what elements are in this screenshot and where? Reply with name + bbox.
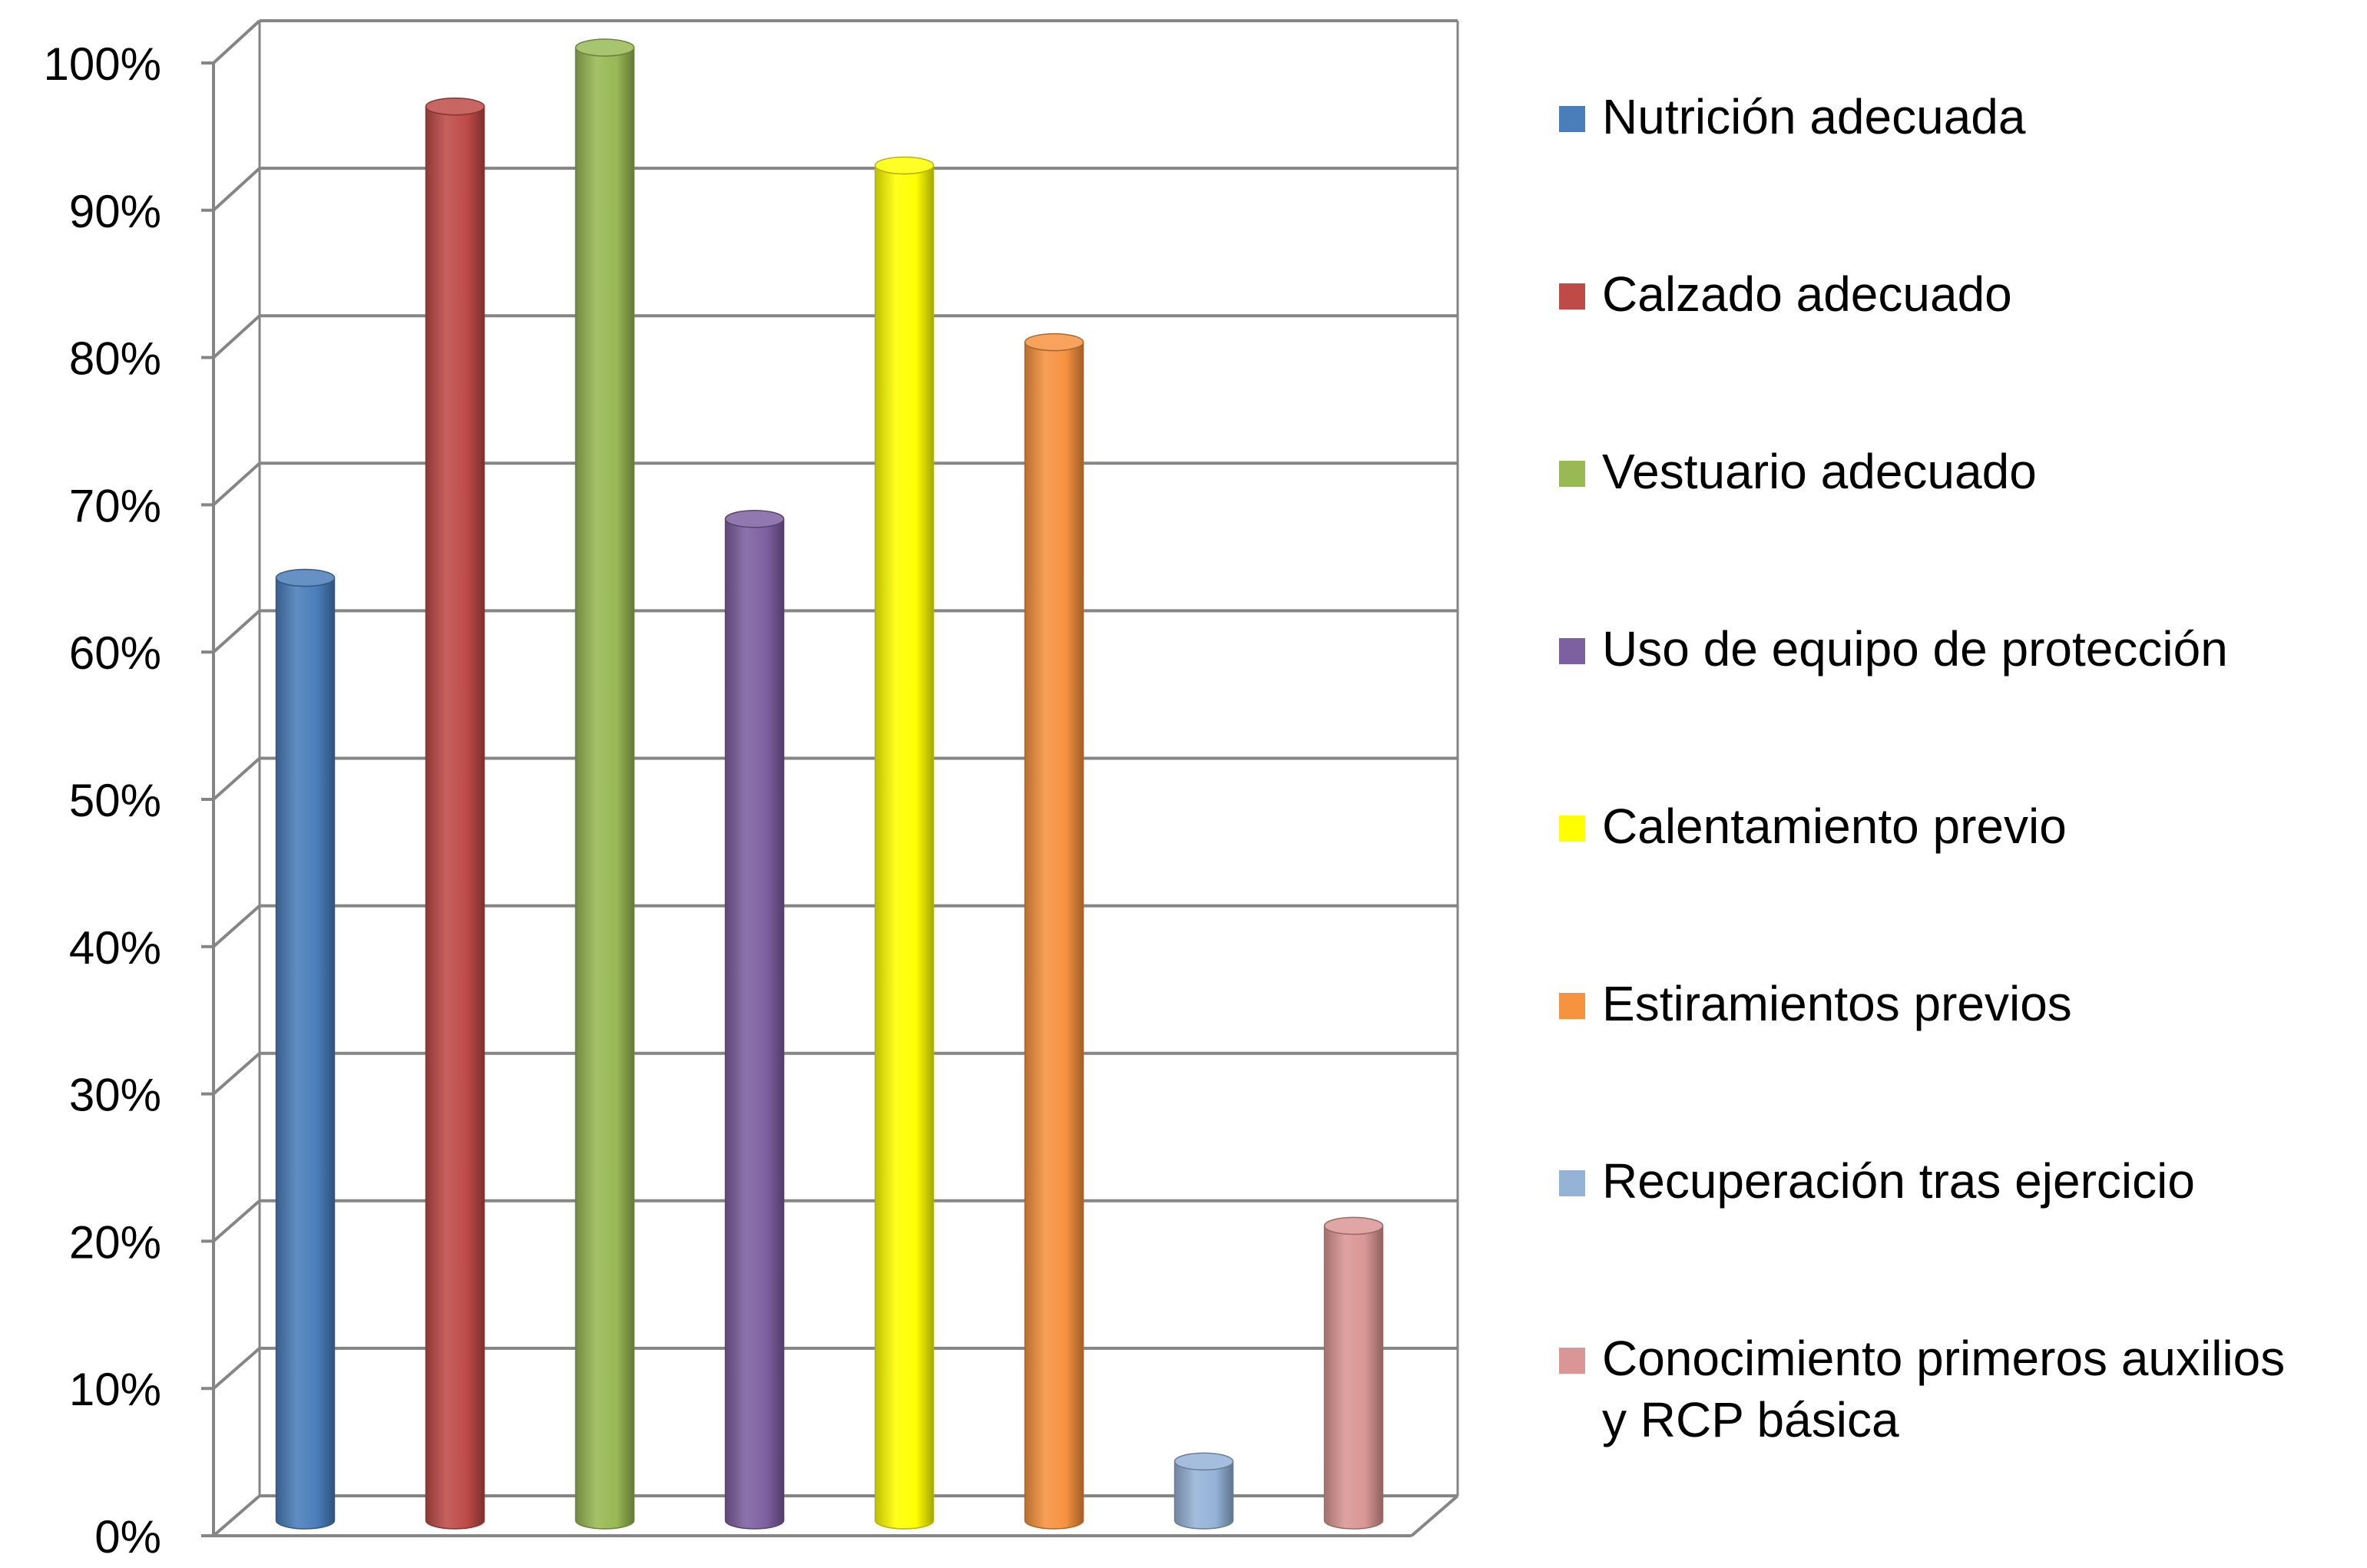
bar <box>874 156 935 1530</box>
y-tick-label: 100% <box>44 38 161 90</box>
legend-item: Vestuario adecuado <box>1559 441 2037 502</box>
legend-swatch <box>1559 1348 1585 1374</box>
legend-item: Nutrición adecuada <box>1559 86 2025 147</box>
legend-swatch <box>1559 1170 1585 1196</box>
bar-top <box>425 97 485 116</box>
legend-item: Calentamiento previo <box>1559 796 2067 857</box>
bar <box>1323 1216 1384 1530</box>
legend-swatch <box>1559 283 1585 309</box>
floor-side-edge <box>1410 1494 1459 1537</box>
bar-top <box>1323 1216 1384 1236</box>
gridline-side <box>212 905 261 948</box>
bar-top <box>1174 1452 1234 1471</box>
legend-swatch <box>1559 993 1585 1019</box>
bar <box>574 38 635 1530</box>
legend-item: Conocimiento primeros auxilios y RCP bás… <box>1559 1328 2285 1451</box>
bar <box>425 97 485 1530</box>
y-tick-label: 20% <box>69 1216 161 1268</box>
bar-body <box>1174 1461 1234 1530</box>
bar-body <box>724 518 785 1530</box>
bar-body <box>425 106 485 1530</box>
y-tick-label: 10% <box>69 1364 161 1415</box>
legend-swatch <box>1559 106 1585 132</box>
y-tick-label: 60% <box>69 627 161 679</box>
bar <box>1174 1452 1234 1530</box>
bar <box>724 510 785 1530</box>
legend-label: Conocimiento primeros auxilios y RCP bás… <box>1602 1331 2286 1447</box>
legend-label: Nutrición adecuada <box>1602 89 2026 144</box>
gridline-side <box>212 609 261 653</box>
legend-swatch <box>1559 638 1585 664</box>
bar-top <box>724 510 785 528</box>
bar-top <box>275 568 336 587</box>
legend-item: Calzado adecuado <box>1559 263 2012 325</box>
bar-top <box>574 38 635 57</box>
y-tick-label: 50% <box>69 775 161 826</box>
bars <box>275 38 1384 1530</box>
gridlines <box>212 19 1458 1537</box>
legend-label: Estiramientos previos <box>1602 976 2072 1031</box>
bar-top <box>874 156 935 175</box>
legend-item: Uso de equipo de protección <box>1559 618 2228 680</box>
chart-walls <box>212 21 1459 1537</box>
legend-label: Recuperación tras ejercicio <box>1602 1153 2195 1209</box>
gridline-side <box>212 19 261 65</box>
legend-label: Uso de equipo de protección <box>1602 621 2228 676</box>
gridline-side <box>212 1199 261 1242</box>
gridline-side <box>212 1494 261 1537</box>
gridline-side <box>212 167 261 212</box>
y-tick-label: 0% <box>94 1511 161 1563</box>
gridline-side <box>212 1347 261 1390</box>
legend-item: Recuperación tras ejercicio <box>1559 1150 2195 1212</box>
legend-item: Estiramientos previos <box>1559 973 2072 1034</box>
bar-body <box>574 47 635 1530</box>
bar-body <box>1024 342 1084 1530</box>
bar-body <box>1323 1226 1384 1530</box>
legend-swatch <box>1559 815 1585 842</box>
legend-swatch <box>1559 461 1585 487</box>
y-tick-label: 70% <box>69 480 161 531</box>
legend-label: Calentamiento previo <box>1602 799 2067 854</box>
bar <box>275 568 336 1530</box>
gridline-side <box>212 314 261 359</box>
bar <box>1024 332 1084 1530</box>
legend-label: Calzado adecuado <box>1602 266 2012 322</box>
gridline-side <box>212 461 261 506</box>
y-tick-label: 90% <box>69 186 161 237</box>
gridline-side <box>212 1052 261 1096</box>
bar-top <box>1024 332 1084 352</box>
bar-body <box>874 165 935 1530</box>
y-axis-ticks: 0% 10% 20% 30% 40% 50% 60% 70% 80% 90% 100% <box>44 38 214 1563</box>
legend-label: Vestuario adecuado <box>1602 444 2037 499</box>
gridline-side <box>212 757 261 801</box>
bar-body <box>275 577 336 1530</box>
y-tick-label: 40% <box>69 922 161 974</box>
y-tick-label: 80% <box>69 333 161 385</box>
y-tick-label: 30% <box>69 1070 161 1121</box>
